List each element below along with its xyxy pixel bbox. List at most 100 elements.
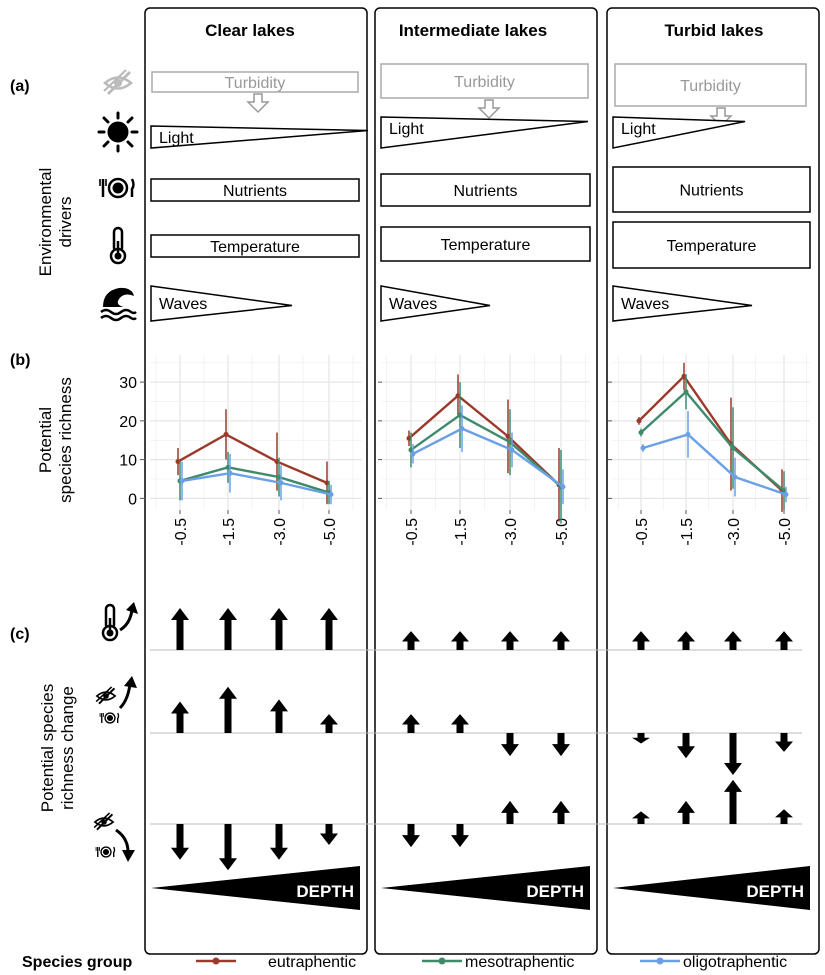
increase-arrow [501, 631, 519, 650]
increase-arrow [171, 701, 189, 733]
light-label: Light [621, 121, 656, 138]
chart-panel-0: 0 10 20 30 -0.5 -1.5 -3.0 -5.0 [119, 355, 362, 546]
increase-arrow [677, 800, 695, 824]
panel-label-b: (b) [10, 352, 30, 369]
turbidity-label: Turbidity [680, 78, 741, 95]
data-point [560, 484, 566, 490]
svg-text:drivers: drivers [56, 196, 75, 247]
svg-text:Potential species: Potential species [38, 684, 57, 813]
y-tick-label: 10 [119, 453, 137, 470]
thermometer-increase-icon [101, 602, 138, 642]
light-label: Light [159, 130, 194, 147]
series-line-oligotraphentic [642, 433, 787, 496]
waves-label: Waves [159, 296, 207, 313]
increase-arrow [724, 631, 742, 650]
data-point [223, 431, 229, 437]
turbidity-nutrients-increase-icon [95, 676, 137, 724]
turbidity-nutrients-decrease-icon [93, 811, 135, 862]
temperature-box [612, 221, 811, 269]
eye-slash-icon [102, 68, 133, 96]
decrease-arrow [775, 733, 793, 752]
series-line-oligotraphentic [181, 471, 332, 496]
nutrients-label: Nutrients [453, 183, 517, 200]
depth-wedge [151, 866, 360, 910]
data-point [638, 430, 644, 435]
increase-arrow [219, 686, 237, 733]
turbidity-box [151, 71, 359, 93]
turbidity-arrow [246, 93, 270, 114]
data-point [509, 447, 515, 453]
x-tick-label: -0.5 [173, 518, 190, 546]
y-tick-label: 0 [128, 491, 137, 508]
data-point [683, 389, 689, 395]
y-tick-label: 30 [119, 375, 137, 392]
data-point [328, 492, 334, 497]
depth-wedges: DEPTH DEPTH DEPTH [151, 866, 810, 910]
depth-wedge [381, 866, 590, 910]
increase-arrow [451, 714, 469, 733]
waves-label: Waves [389, 296, 437, 313]
column-frame-intermediate [374, 7, 598, 955]
increase-arrow [632, 811, 650, 824]
legend-swatch-dot [656, 957, 664, 965]
x-tick-label: -5.0 [777, 518, 794, 546]
nutrients-label: Nutrients [223, 183, 287, 200]
decrease-arrow [501, 733, 519, 757]
richness-change-panel [150, 608, 802, 871]
panel-label-c: (c) [10, 626, 30, 643]
series-line-mesotraphentic [179, 466, 330, 494]
legend-item-eutraphentic: eutraphentic [268, 954, 356, 971]
turbidity-box [380, 63, 589, 99]
column-title-intermediate: Intermediate lakes [399, 21, 547, 40]
temperature-label: Temperature [441, 237, 531, 254]
data-point [685, 431, 691, 437]
nutrients-box [150, 178, 360, 202]
decrease-arrow [270, 824, 288, 860]
increase-arrow [270, 608, 288, 650]
increase-arrow [552, 800, 570, 824]
series-line-mesotraphentic [410, 413, 562, 488]
panel-label-a: (a) [10, 78, 30, 95]
chart-panel-2: -0.5 -1.5 -3.0 -5.0 [608, 355, 810, 546]
decrease-arrow [320, 824, 338, 845]
increase-arrow [320, 608, 338, 650]
data-point [640, 445, 646, 451]
x-tick-label: -1.5 [679, 518, 696, 546]
decrease-arrow [552, 733, 570, 757]
temperature-box [380, 226, 591, 262]
decrease-arrow [724, 733, 742, 775]
data-point [278, 480, 284, 486]
x-tick-label: -1.5 [453, 518, 470, 546]
depth-wedge [613, 866, 810, 910]
temperature-label: Temperature [210, 239, 300, 256]
increase-arrow [171, 608, 189, 650]
increase-arrow [451, 631, 469, 650]
depth-label: DEPTH [746, 882, 804, 901]
nutrients-label: Nutrients [679, 183, 743, 200]
turbidity-box [614, 63, 807, 107]
increase-arrow [775, 809, 793, 824]
data-point [179, 478, 185, 484]
decrease-arrow [171, 824, 189, 860]
richness-change-label: Potential species richness change [38, 684, 77, 813]
increase-arrow [775, 631, 793, 650]
series-line-mesotraphentic [640, 390, 785, 492]
column-title-clear: Clear lakes [205, 21, 295, 40]
data-point [636, 418, 642, 424]
chart-panel-1: -0.5 -1.5 -3.0 -5.0 [378, 355, 590, 546]
species-richness-label: Potential species richness [36, 377, 75, 503]
column-frame-clear [144, 7, 368, 955]
waves-wedge [380, 285, 491, 322]
legend-title: Species group [22, 954, 132, 971]
increase-arrow [320, 714, 338, 733]
x-tick-label: -3.0 [503, 518, 520, 546]
increase-arrow [552, 631, 570, 650]
column-title-turbid: Turbid lakes [665, 21, 764, 40]
x-tick-label: -3.0 [272, 518, 289, 546]
turbidity-label: Turbidity [454, 74, 515, 91]
nutrients-box [612, 166, 811, 213]
y-tick-label: 20 [119, 414, 137, 431]
series-line-oligotraphentic [412, 427, 564, 488]
depth-label: DEPTH [526, 882, 584, 901]
